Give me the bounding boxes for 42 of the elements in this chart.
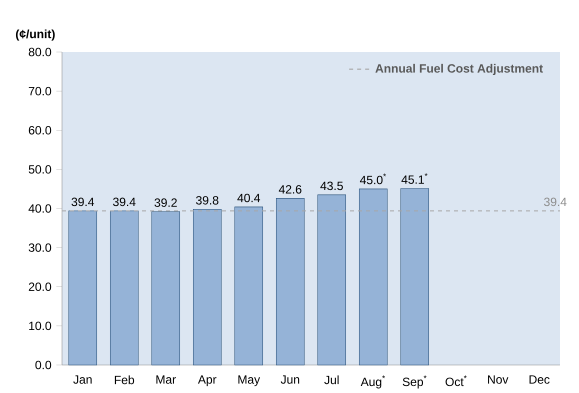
bar — [317, 194, 346, 366]
annotation: 39.4 — [544, 198, 567, 206]
y-tick-label: 0.0 — [35, 360, 52, 370]
bar — [400, 188, 430, 366]
data-label: 39.8 — [196, 196, 218, 205]
data-label: 45.1$^{*}$ — [401, 173, 428, 184]
bar — [110, 210, 139, 366]
y-tick-label: 50.0 — [28, 165, 52, 174]
bar — [234, 206, 264, 366]
y-axis-title: (¢/unit) — [16, 29, 55, 41]
x-tick-label: Aug$^{*}$ — [360, 375, 386, 388]
bar — [151, 211, 180, 366]
y-tick-label: 80.0 — [28, 48, 52, 56]
y-tick-label: 20.0 — [28, 282, 52, 291]
x-tick-label: Jun — [280, 375, 300, 384]
x-tick-label: May — [238, 375, 260, 386]
bar — [358, 188, 388, 366]
x-tick-label: Jul — [324, 375, 339, 384]
data-label: 42.6 — [278, 185, 302, 194]
bar — [192, 209, 222, 366]
x-tick-label: Sep$^{*}$ — [402, 375, 427, 388]
data-label: 39.2 — [154, 198, 177, 207]
bar — [276, 198, 305, 366]
data-label: 40.4 — [237, 194, 260, 202]
y-tick-label: 40.0 — [28, 204, 52, 213]
x-tick-label: Jan — [73, 375, 92, 384]
x-tick-label: Feb — [114, 375, 134, 384]
x-tick-label: Apr — [198, 375, 216, 386]
data-label: 39.4 — [113, 198, 136, 206]
y-tick-label: 30.0 — [28, 243, 52, 252]
x-tick-label: Nov — [488, 375, 508, 384]
bar — [68, 210, 98, 366]
data-label: 43.5 — [320, 182, 343, 190]
x-tick-label: Mar — [156, 375, 176, 384]
data-label: 45.0$^{*}$ — [360, 174, 386, 184]
y-tick-label: 60.0 — [28, 126, 52, 135]
y-tick-label: 10.0 — [29, 322, 52, 330]
x-tick-label: Oct$^{*}$ — [446, 375, 467, 386]
y-tick-label: 70.0 — [28, 86, 52, 96]
x-tick-label: Dec — [530, 375, 550, 384]
legend-label: Annual Fuel Cost Adjustment — [375, 64, 543, 76]
data-label: 39.4 — [72, 198, 94, 206]
